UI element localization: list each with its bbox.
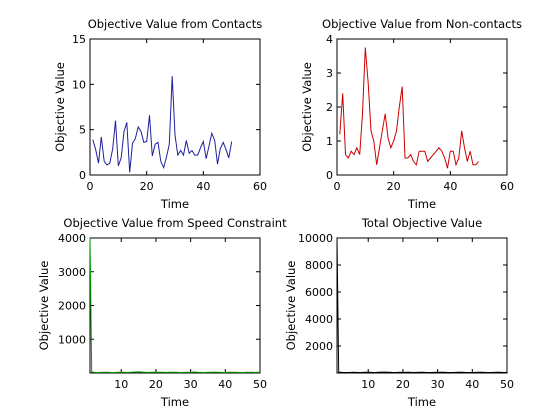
y-tick-label: 15 bbox=[72, 33, 86, 46]
x-tick-label: 10 bbox=[361, 378, 375, 391]
x-axis-label: Time bbox=[160, 197, 189, 211]
y-tick-label: 0 bbox=[326, 169, 333, 182]
y-tick-label: 8000 bbox=[305, 259, 333, 272]
y-tick-label: 3 bbox=[326, 67, 333, 80]
x-tick-label: 0 bbox=[87, 180, 94, 193]
y-axis-label: Objective Value bbox=[300, 62, 314, 152]
x-tick-label: 20 bbox=[149, 378, 163, 391]
x-axis-label: Time bbox=[160, 395, 189, 409]
x-tick-label: 40 bbox=[443, 180, 457, 193]
y-tick-label: 2 bbox=[326, 101, 333, 114]
series-line-4-1 bbox=[336, 237, 508, 374]
chart-title: Objective Value from Speed Constraint bbox=[63, 216, 287, 230]
y-axis-label: Objective Value bbox=[284, 261, 298, 351]
axes-box bbox=[336, 237, 508, 374]
y-tick-label: 1 bbox=[326, 135, 333, 148]
y-tick-label: 10 bbox=[72, 78, 86, 91]
chart-title: Total Objective Value bbox=[361, 216, 482, 230]
subplot-3: 10 20 30 40 50 1000 2000 3000 4000 Objective Valu… bbox=[37, 216, 287, 409]
x-axis-label: Time bbox=[407, 197, 436, 211]
chart-title: Objective Value from Contacts bbox=[88, 17, 263, 31]
y-tick-label: 2000 bbox=[58, 300, 86, 313]
x-tick-label: 20 bbox=[396, 378, 410, 391]
x-tick-label: 50 bbox=[253, 378, 267, 391]
x-tick-label: 30 bbox=[431, 378, 445, 391]
x-tick-label: 10 bbox=[114, 378, 128, 391]
y-tick-label: 4000 bbox=[305, 313, 333, 326]
y-tick-label: 4000 bbox=[58, 232, 86, 245]
x-tick-label: 50 bbox=[500, 378, 514, 391]
subplot-4: 10 20 30 40 50 2000 4000 6000 8000 10000 Total Obj… bbox=[284, 216, 514, 409]
series-line-2-1 bbox=[339, 47, 480, 169]
x-tick-label: 20 bbox=[140, 180, 154, 193]
y-tick-label: 1000 bbox=[58, 333, 86, 346]
y-tick-label: 5 bbox=[79, 124, 86, 137]
axes-box bbox=[336, 38, 508, 176]
axes-box bbox=[89, 237, 261, 374]
x-tick-label: 40 bbox=[218, 378, 232, 391]
y-tick-label: 6000 bbox=[305, 286, 333, 299]
x-axis-label: Time bbox=[407, 395, 436, 409]
y-axis-label: Objective Value bbox=[37, 261, 51, 351]
subplot-2: 0 20 40 60 0 1 2 3 4 Objective Value from Non-con… bbox=[300, 17, 522, 211]
y-axis-label: Objective Value bbox=[53, 62, 67, 152]
x-tick-label: 60 bbox=[500, 180, 514, 193]
x-tick-label: 20 bbox=[387, 180, 401, 193]
y-tick-label: 2000 bbox=[305, 340, 333, 353]
x-tick-label: 40 bbox=[465, 378, 479, 391]
series-line-3-1 bbox=[89, 237, 261, 374]
x-tick-label: 40 bbox=[196, 180, 210, 193]
y-tick-label: 0 bbox=[79, 169, 86, 182]
x-tick-label: 0 bbox=[334, 180, 341, 193]
chart-title: Objective Value from Non-contacts bbox=[322, 17, 522, 31]
y-tick-label: 10000 bbox=[298, 232, 333, 245]
x-tick-label: 60 bbox=[253, 180, 267, 193]
axes-box bbox=[89, 38, 261, 176]
y-tick-label: 4 bbox=[326, 33, 333, 46]
series-line-1-1 bbox=[92, 76, 233, 173]
y-tick-label: 3000 bbox=[58, 266, 86, 279]
x-tick-label: 30 bbox=[184, 378, 198, 391]
